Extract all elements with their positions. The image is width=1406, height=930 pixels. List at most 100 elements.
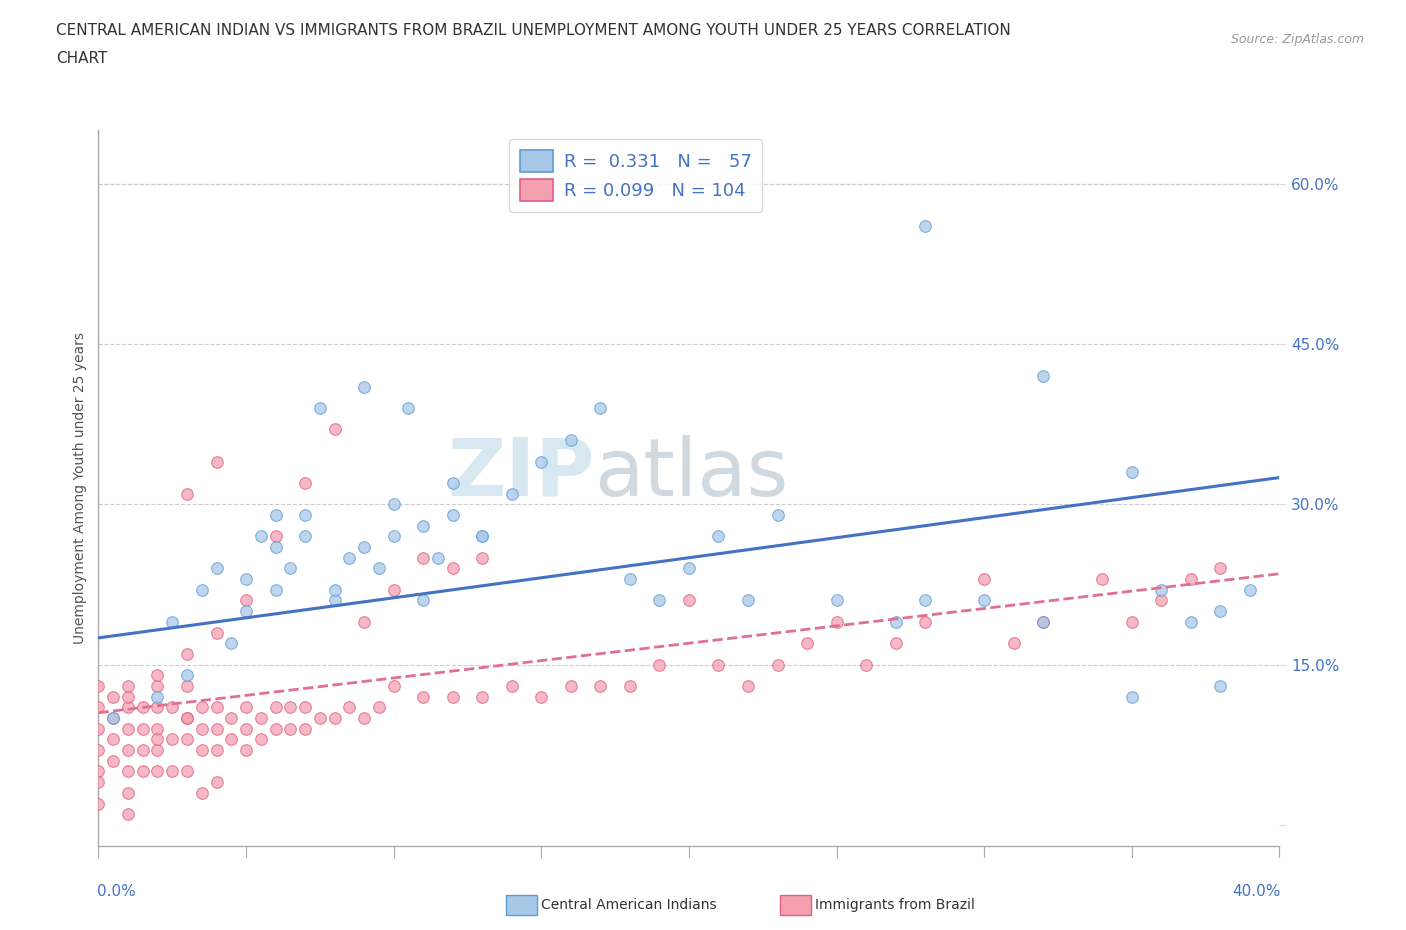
- Point: [103, 753, 125, 768]
- Point: [323, 582, 346, 597]
- Point: [648, 658, 671, 672]
- Point: [219, 732, 242, 747]
- Point: [737, 593, 759, 608]
- Text: CHART: CHART: [56, 51, 108, 66]
- Point: [250, 711, 273, 725]
- Point: [235, 593, 257, 608]
- Point: [264, 529, 287, 544]
- Point: [382, 497, 405, 512]
- Point: [250, 529, 273, 544]
- Point: [264, 539, 287, 554]
- Point: [589, 679, 612, 694]
- Point: [117, 679, 139, 694]
- Point: [1209, 561, 1232, 576]
- Point: [737, 679, 759, 694]
- Point: [117, 786, 139, 801]
- Point: [1180, 615, 1202, 630]
- Point: [914, 593, 936, 608]
- Point: [235, 604, 257, 618]
- Point: [412, 689, 434, 704]
- Point: [323, 593, 346, 608]
- Point: [132, 722, 155, 737]
- Point: [766, 508, 789, 523]
- Point: [825, 593, 848, 608]
- Point: [1032, 368, 1054, 383]
- Point: [294, 700, 316, 715]
- Point: [87, 764, 110, 779]
- Point: [264, 700, 287, 715]
- Point: [117, 764, 139, 779]
- Point: [678, 561, 700, 576]
- Point: [1121, 465, 1143, 480]
- Point: [117, 700, 139, 715]
- Point: [191, 786, 214, 801]
- Point: [87, 700, 110, 715]
- Point: [382, 529, 405, 544]
- Point: [353, 615, 375, 630]
- Point: [884, 636, 907, 651]
- Point: [191, 700, 214, 715]
- Point: [205, 743, 228, 758]
- Point: [1032, 615, 1054, 630]
- Text: CENTRAL AMERICAN INDIAN VS IMMIGRANTS FROM BRAZIL UNEMPLOYMENT AMONG YOUTH UNDER: CENTRAL AMERICAN INDIAN VS IMMIGRANTS FR…: [56, 23, 1011, 38]
- Point: [117, 807, 139, 822]
- Point: [619, 679, 641, 694]
- Point: [884, 615, 907, 630]
- Point: [1121, 689, 1143, 704]
- Point: [441, 508, 464, 523]
- Point: [353, 379, 375, 394]
- Point: [471, 529, 494, 544]
- Point: [619, 572, 641, 587]
- Point: [973, 593, 995, 608]
- Point: [235, 700, 257, 715]
- Point: [1209, 679, 1232, 694]
- Point: [219, 636, 242, 651]
- Point: [309, 711, 332, 725]
- Point: [914, 615, 936, 630]
- Point: [176, 486, 198, 501]
- Point: [87, 796, 110, 811]
- Point: [146, 732, 169, 747]
- Point: [1032, 615, 1054, 630]
- Text: Central American Indians: Central American Indians: [541, 897, 717, 912]
- Point: [235, 572, 257, 587]
- Point: [412, 551, 434, 565]
- Point: [368, 561, 391, 576]
- Point: [589, 401, 612, 416]
- Point: [205, 454, 228, 469]
- Point: [278, 722, 302, 737]
- Point: [162, 700, 183, 715]
- Point: [146, 668, 169, 683]
- Point: [117, 689, 139, 704]
- Point: [707, 529, 730, 544]
- Point: [191, 743, 214, 758]
- Point: [205, 625, 228, 640]
- Point: [1091, 572, 1114, 587]
- Point: [205, 561, 228, 576]
- Point: [294, 722, 316, 737]
- Point: [250, 732, 273, 747]
- Point: [560, 679, 582, 694]
- Point: [205, 700, 228, 715]
- Point: [146, 743, 169, 758]
- Point: [176, 732, 198, 747]
- Point: [501, 486, 523, 501]
- Point: [1150, 582, 1173, 597]
- Point: [707, 658, 730, 672]
- Point: [973, 572, 995, 587]
- Point: [264, 508, 287, 523]
- Point: [219, 711, 242, 725]
- Point: [146, 764, 169, 779]
- Point: [796, 636, 818, 651]
- Point: [264, 582, 287, 597]
- Point: [176, 711, 198, 725]
- Point: [353, 711, 375, 725]
- Point: [1002, 636, 1025, 651]
- Point: [1209, 604, 1232, 618]
- Point: [471, 689, 494, 704]
- Y-axis label: Unemployment Among Youth under 25 years: Unemployment Among Youth under 25 years: [73, 332, 87, 644]
- Point: [294, 475, 316, 490]
- Point: [382, 679, 405, 694]
- Point: [441, 475, 464, 490]
- Point: [205, 722, 228, 737]
